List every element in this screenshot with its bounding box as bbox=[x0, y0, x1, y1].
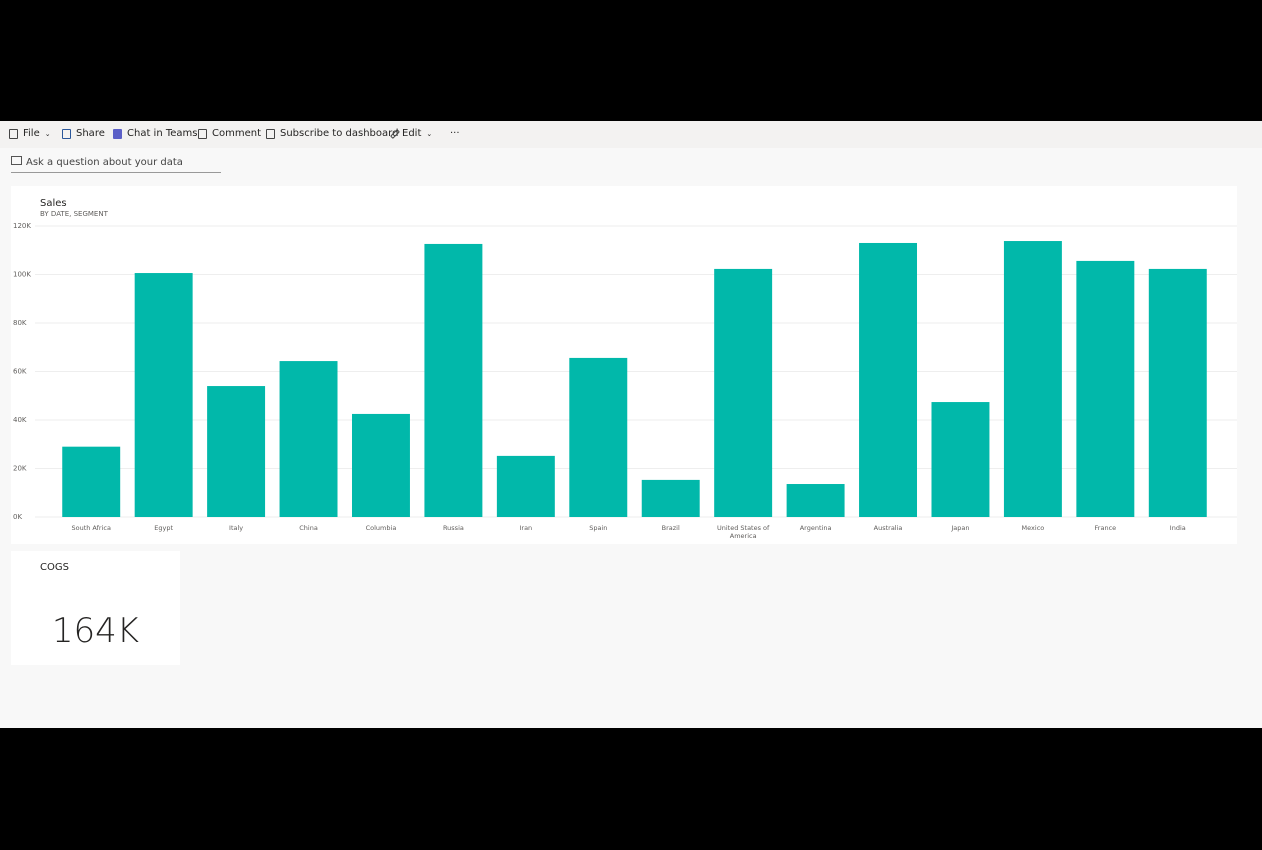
y-tick-label: 20K bbox=[13, 465, 27, 473]
chart-tile[interactable]: Sales BY DATE, SEGMENT 0K 20K 40K 60K 80K 100… bbox=[11, 186, 1237, 544]
bar bbox=[931, 402, 990, 517]
card-tile[interactable]: COGS 164K bbox=[11, 551, 180, 665]
chart: Sales BY DATE, SEGMENT 0K 20K 40K 60K 80K 100… bbox=[13, 198, 1237, 521]
x-tick-label: Mexico bbox=[1021, 524, 1045, 532]
bar bbox=[1003, 241, 1062, 517]
comment-button[interactable]: Comment bbox=[198, 128, 261, 139]
bar bbox=[62, 446, 121, 517]
x-tick-label: South Africa bbox=[71, 524, 111, 532]
toolbar: File ⌄ Share Chat in Teams Comment Subscr… bbox=[0, 121, 1262, 148]
bar bbox=[641, 479, 700, 517]
y-tick-label: 0K bbox=[13, 513, 22, 521]
qna-placeholder: Ask a question about your data bbox=[26, 157, 183, 168]
bar bbox=[496, 455, 555, 517]
bar bbox=[207, 386, 266, 517]
x-tick-label: France bbox=[1094, 524, 1117, 532]
dashboard: File ⌄ Share Chat in Teams Comment Subscr… bbox=[0, 121, 1262, 728]
label: Share bbox=[76, 128, 105, 139]
label: File bbox=[23, 128, 40, 139]
teams-button[interactable]: Chat in Teams bbox=[113, 128, 197, 139]
more-button[interactable]: ··· bbox=[450, 128, 460, 139]
bar bbox=[351, 413, 410, 517]
bar bbox=[424, 243, 483, 517]
x-tick-label: China bbox=[299, 524, 318, 532]
bar bbox=[279, 361, 338, 517]
card-title: COGS bbox=[40, 562, 69, 573]
y-tick-label: 120K bbox=[13, 222, 31, 230]
bar bbox=[1076, 260, 1135, 517]
x-tick-label: Italy bbox=[229, 524, 244, 532]
x-tick-label: India bbox=[1169, 524, 1186, 532]
bar bbox=[859, 242, 918, 517]
subscribe-button[interactable]: Subscribe to dashboard bbox=[266, 128, 398, 139]
qna-box[interactable]: Ask a question about your data bbox=[11, 156, 221, 173]
bar bbox=[786, 484, 845, 517]
x-tick-label: United States of America bbox=[716, 524, 770, 540]
x-tick-label: Iran bbox=[519, 524, 533, 532]
label: Chat in Teams bbox=[127, 128, 198, 139]
y-tick-label: 100K bbox=[13, 271, 31, 279]
card-value: 164K bbox=[51, 611, 140, 651]
x-tick-label: Japan bbox=[951, 524, 970, 532]
edit-button[interactable]: Edit ⌄ bbox=[390, 128, 432, 139]
y-tick-label: 60K bbox=[13, 368, 27, 376]
label: Subscribe to dashboard bbox=[280, 128, 399, 139]
x-tick-label: Egypt bbox=[154, 524, 174, 532]
x-tick-label: Russia bbox=[442, 524, 464, 532]
x-tick-label: Brazil bbox=[661, 524, 680, 532]
x-tick-label: Australia bbox=[873, 524, 903, 532]
file-button[interactable]: File ⌄ bbox=[9, 128, 51, 139]
label: Edit bbox=[402, 128, 422, 139]
chart-title: Sales bbox=[40, 198, 67, 209]
x-tick-label: Spain bbox=[589, 524, 608, 532]
share-button[interactable]: Share bbox=[62, 128, 105, 139]
x-tick-label: Columbia bbox=[365, 524, 397, 532]
label: Comment bbox=[212, 128, 261, 139]
bar bbox=[1148, 268, 1207, 517]
y-tick-label: 40K bbox=[13, 416, 27, 424]
bar bbox=[714, 268, 773, 517]
bar bbox=[134, 273, 193, 517]
chart-subtitle: BY DATE, SEGMENT bbox=[40, 210, 109, 218]
y-tick-label: 80K bbox=[13, 319, 27, 327]
bar bbox=[569, 357, 628, 517]
x-tick-label: Argentina bbox=[799, 524, 832, 532]
